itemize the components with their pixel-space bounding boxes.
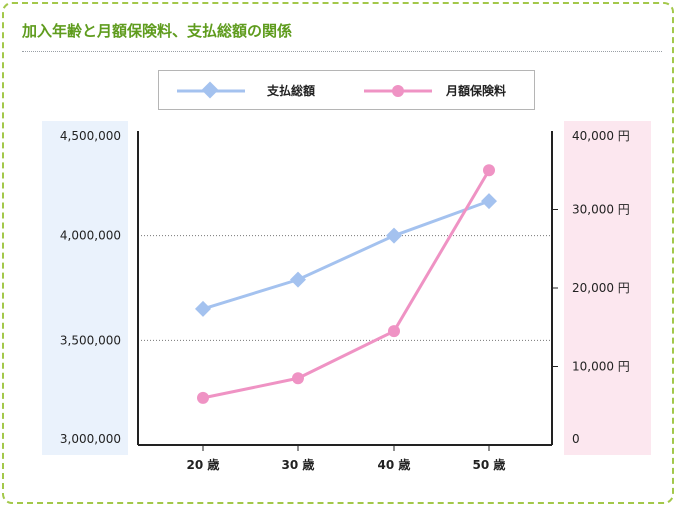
y-right-tick-label: 40,000 円 bbox=[572, 129, 630, 143]
series-1-point bbox=[292, 372, 304, 385]
series-0-point bbox=[386, 227, 402, 244]
series-line-1 bbox=[202, 169, 491, 400]
series-0-point bbox=[195, 300, 211, 317]
series-0-point bbox=[290, 271, 306, 288]
y-right-tick-label: 20,000 円 bbox=[572, 281, 630, 295]
legend-circle-marker bbox=[392, 85, 404, 97]
series-0-point bbox=[481, 193, 497, 210]
y-left-tick-label: 3,500,000 bbox=[60, 333, 121, 347]
chart-title: 加入年齢と月額保険料、支払総額の関係 bbox=[22, 22, 293, 40]
legend-label-premium: 月額保険料 bbox=[446, 84, 507, 98]
y-right-tick-label: 30,000 円 bbox=[572, 203, 630, 217]
legend: 支払総額 月額保険料 bbox=[158, 70, 535, 110]
legend-swatches bbox=[177, 81, 432, 99]
series-1-point bbox=[197, 391, 209, 404]
y-right-tick-label: 0 bbox=[572, 432, 580, 446]
y-right-tick-label: 10,000 円 bbox=[572, 360, 630, 374]
x-tick-label: 40 歳 bbox=[378, 457, 411, 472]
x-tick-label: 50 歳 bbox=[473, 457, 506, 472]
title-divider bbox=[22, 51, 662, 52]
x-tick-label: 30 歳 bbox=[282, 457, 315, 472]
series-1-point bbox=[483, 164, 495, 177]
right-axis-panel bbox=[564, 121, 651, 455]
chart-frame bbox=[2, 2, 674, 504]
series-1-point bbox=[388, 325, 400, 338]
legend-label-total: 支払総額 bbox=[267, 84, 316, 98]
y-left-tick-label: 4,500,000 bbox=[60, 129, 121, 143]
x-tick-label: 20 歳 bbox=[187, 457, 220, 472]
left-axis-panel bbox=[42, 121, 128, 455]
y-left-tick-label: 4,000,000 bbox=[60, 229, 121, 243]
y-left-tick-label: 3,000,000 bbox=[60, 432, 121, 446]
series-line-0 bbox=[202, 199, 490, 311]
